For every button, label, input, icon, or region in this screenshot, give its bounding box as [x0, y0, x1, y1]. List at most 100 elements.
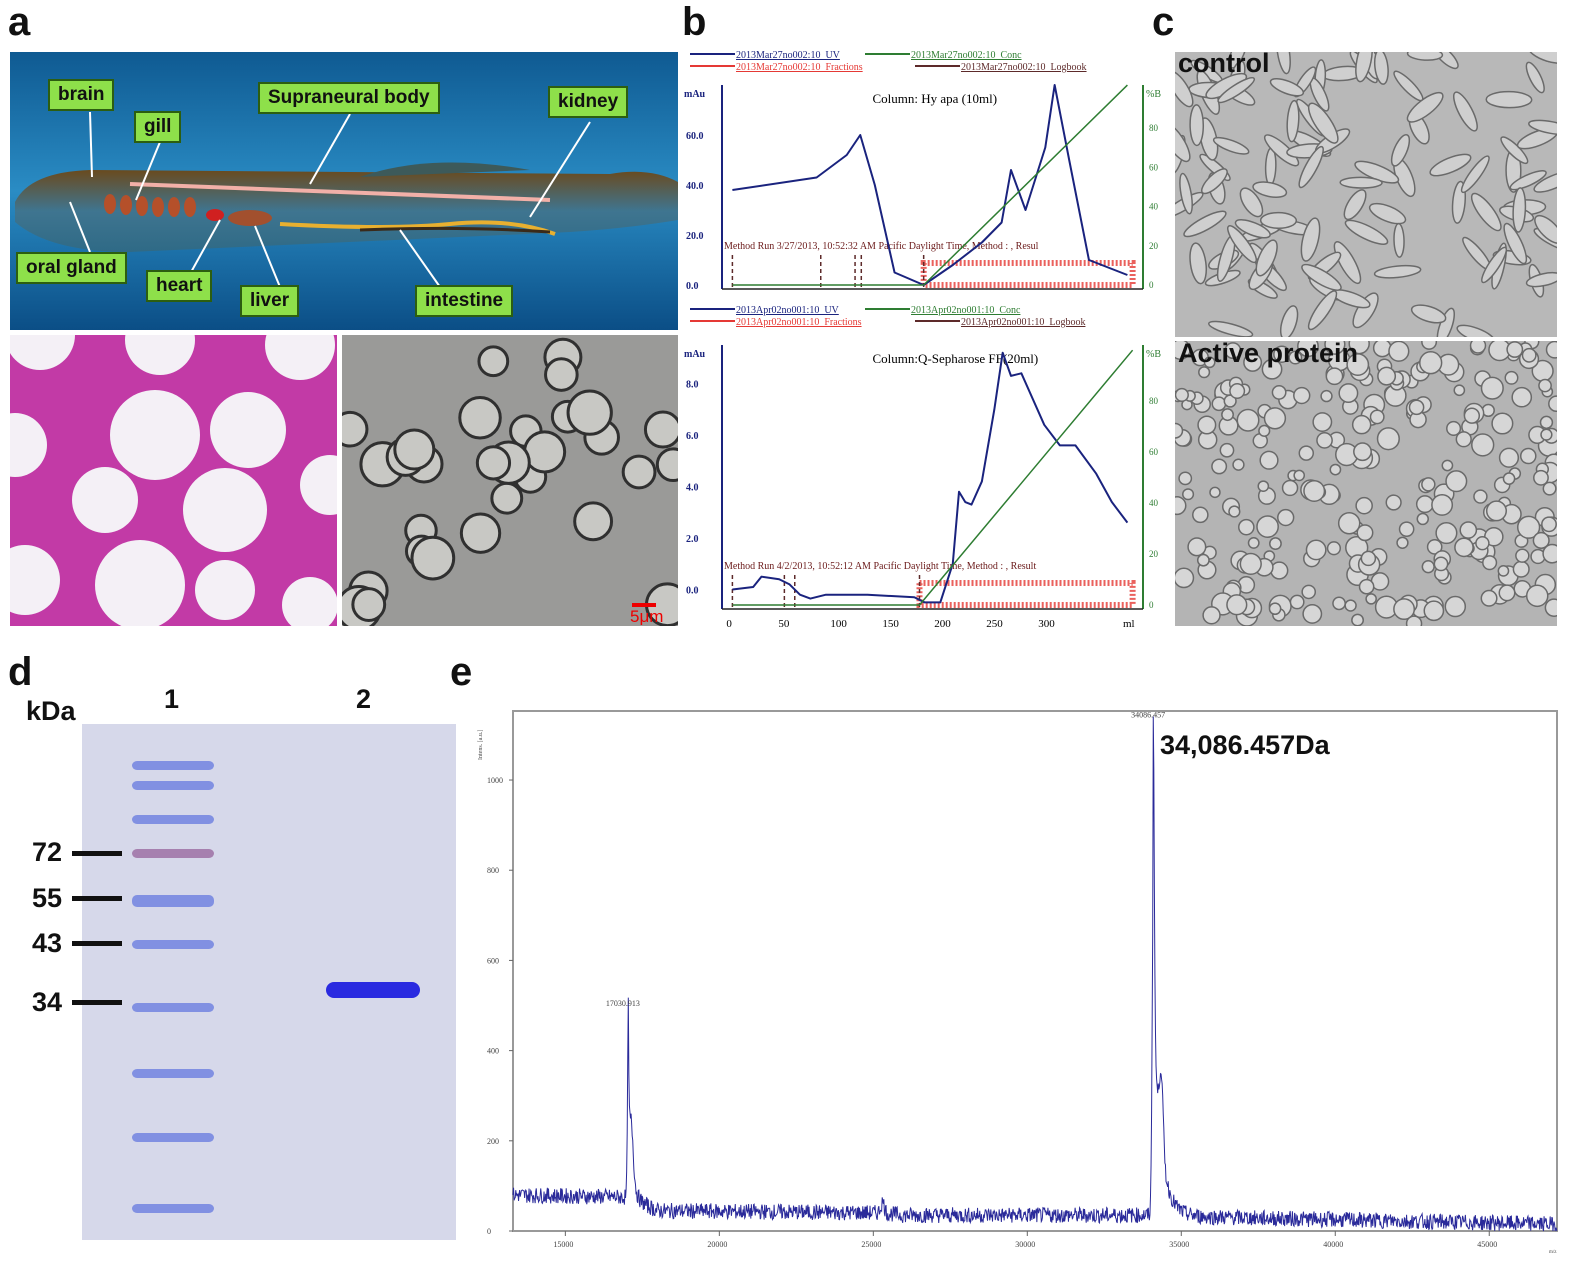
cell [1506, 341, 1524, 358]
cell [1390, 134, 1411, 167]
x-tick-label: 100 [830, 618, 847, 630]
cell [1431, 52, 1459, 70]
panel-label-e: e [450, 650, 473, 694]
cell [1219, 442, 1235, 458]
cell [1271, 384, 1287, 400]
cell [1373, 52, 1389, 85]
cell [1297, 341, 1319, 358]
cell [1175, 341, 1191, 360]
cell [1232, 458, 1245, 471]
x-tick-label: 200 [934, 618, 951, 630]
cell [1298, 145, 1324, 189]
cell [1539, 415, 1554, 430]
cell [1197, 415, 1217, 435]
marker-band [132, 815, 214, 824]
fractions-marks [920, 260, 1136, 288]
cell [1252, 181, 1288, 199]
x-axis-label: m/z [1549, 1250, 1557, 1255]
cell [1263, 134, 1300, 167]
cell [1471, 433, 1495, 457]
cell [1415, 495, 1434, 514]
cell [1175, 387, 1189, 402]
marker-72-label: 72 [32, 837, 63, 867]
cell [410, 535, 456, 581]
cell [1175, 496, 1187, 516]
cell [1470, 192, 1502, 232]
y-axis-label: Intens. [a.u.] [478, 730, 484, 760]
cell [1263, 407, 1287, 430]
y-tick-label: 40.0 [686, 181, 704, 192]
cell [1203, 356, 1216, 369]
cell [1503, 222, 1528, 265]
cell [1236, 408, 1260, 432]
cell [1198, 366, 1211, 379]
cell [1519, 447, 1537, 465]
cell [1228, 52, 1248, 69]
cell [1239, 187, 1264, 218]
cell [1208, 320, 1254, 337]
cell [1441, 459, 1454, 472]
cell [1372, 341, 1392, 358]
cell [1175, 567, 1195, 589]
cell [1373, 264, 1422, 279]
cell [1419, 351, 1443, 375]
y-tick-label: 4.0 [686, 483, 699, 494]
scale-bar-label: 5μm [630, 607, 664, 626]
marker-band [132, 1133, 214, 1142]
y-tick-label: 60.0 [686, 131, 704, 142]
x-tick-label: 35000 [1169, 1240, 1189, 1249]
cell [1393, 598, 1416, 621]
label-active-protein: Active protein [1178, 338, 1359, 368]
cell [1406, 91, 1444, 123]
lamprey-anatomy-image: brain gill Supraneural body kidney oral … [10, 52, 678, 330]
cell [459, 512, 502, 554]
cell [1532, 531, 1550, 549]
cell [1528, 119, 1557, 136]
y-tick-label: 800 [487, 866, 499, 875]
cell [1247, 536, 1260, 549]
x-tick-label: 25000 [861, 1240, 881, 1249]
cell [1178, 471, 1193, 486]
cell [1268, 602, 1282, 616]
cell [1238, 518, 1255, 536]
label-intestine: intestine [415, 285, 514, 317]
label-control: control [1178, 48, 1270, 78]
marker-band [132, 781, 214, 790]
cell [1446, 420, 1462, 437]
cell [1337, 512, 1361, 535]
y2-tick-label: 20 [1149, 549, 1159, 559]
cell [1548, 395, 1557, 413]
cell [1356, 524, 1374, 542]
cell [458, 396, 502, 440]
cell [1343, 189, 1367, 221]
cell [1459, 521, 1478, 539]
conc-line [732, 84, 1128, 286]
cell [1293, 469, 1306, 482]
cell [1243, 352, 1263, 372]
y-tick-label: 0.0 [686, 586, 699, 597]
y2-axis-label: %B [1146, 349, 1161, 360]
cell [1256, 515, 1279, 538]
uv-line [732, 351, 1129, 604]
cell [1288, 350, 1303, 365]
cell [1286, 99, 1300, 143]
cell [1239, 552, 1262, 576]
method-run-text: Method Run 3/27/2013, 10:52:32 AM Pacifi… [724, 241, 1039, 252]
cell [1269, 537, 1282, 551]
cell [1460, 155, 1490, 194]
cell [1445, 470, 1468, 493]
cell [1491, 412, 1514, 435]
y2-tick-label: 20 [1149, 241, 1159, 251]
cell [1396, 536, 1409, 549]
x-tick-label: 300 [1038, 618, 1055, 630]
cell [1456, 324, 1496, 337]
cell [1302, 603, 1323, 624]
cell [1217, 76, 1256, 104]
method-run-text: Method Run 4/2/2013, 10:52:12 AM Pacific… [724, 561, 1036, 572]
cell [1326, 541, 1342, 556]
cell [1455, 431, 1472, 448]
marker-band [132, 1069, 214, 1078]
cell [1533, 469, 1549, 486]
marker-band [132, 895, 214, 907]
